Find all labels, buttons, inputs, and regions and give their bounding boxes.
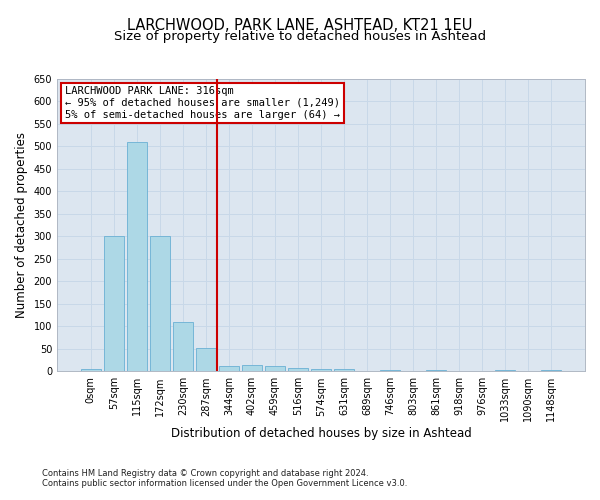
Text: Contains HM Land Registry data © Crown copyright and database right 2024.: Contains HM Land Registry data © Crown c… xyxy=(42,468,368,477)
Text: LARCHWOOD, PARK LANE, ASHTEAD, KT21 1EU: LARCHWOOD, PARK LANE, ASHTEAD, KT21 1EU xyxy=(127,18,473,32)
Bar xyxy=(265,366,285,372)
Bar xyxy=(150,236,170,372)
Bar xyxy=(427,370,446,372)
Bar xyxy=(242,365,262,372)
Bar xyxy=(173,322,193,372)
Bar xyxy=(380,370,400,372)
Text: Contains public sector information licensed under the Open Government Licence v3: Contains public sector information licen… xyxy=(42,478,407,488)
Bar xyxy=(127,142,146,372)
Bar xyxy=(196,348,216,372)
X-axis label: Distribution of detached houses by size in Ashtead: Distribution of detached houses by size … xyxy=(170,427,472,440)
Bar xyxy=(288,368,308,372)
Bar xyxy=(219,366,239,372)
Bar xyxy=(541,370,561,372)
Text: Size of property relative to detached houses in Ashtead: Size of property relative to detached ho… xyxy=(114,30,486,43)
Bar xyxy=(311,369,331,372)
Bar xyxy=(496,370,515,372)
Y-axis label: Number of detached properties: Number of detached properties xyxy=(15,132,28,318)
Bar xyxy=(81,369,101,372)
Bar xyxy=(104,236,124,372)
Text: LARCHWOOD PARK LANE: 316sqm
← 95% of detached houses are smaller (1,249)
5% of s: LARCHWOOD PARK LANE: 316sqm ← 95% of det… xyxy=(65,86,340,120)
Bar xyxy=(334,369,354,372)
